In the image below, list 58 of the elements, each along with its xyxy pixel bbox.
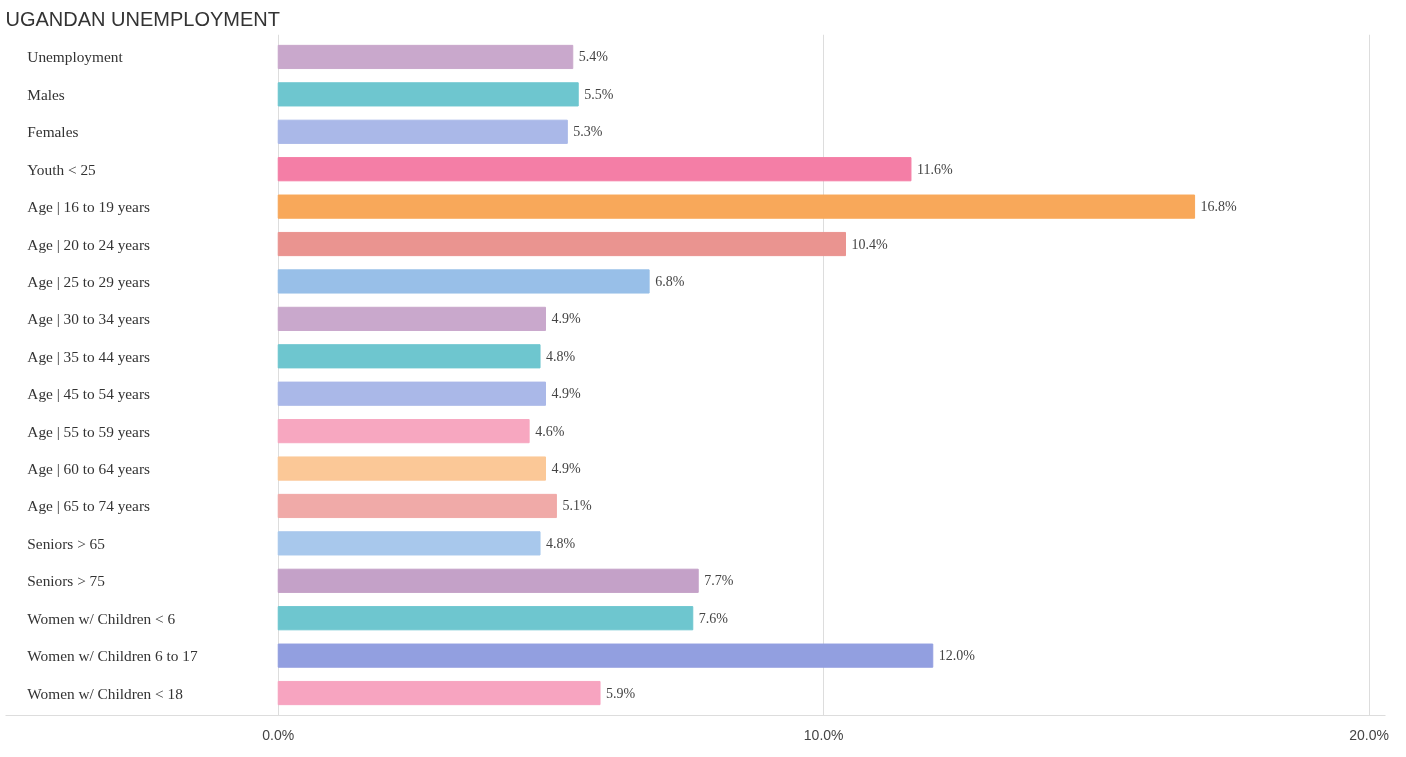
bar: [277, 456, 546, 481]
data-label: 4.6%: [535, 423, 565, 439]
bar: [277, 606, 694, 631]
y-tick-label: Age | 30 to 34 years: [27, 310, 151, 328]
y-tick-label: Age | 25 to 29 years: [27, 272, 151, 290]
bar: [277, 643, 934, 668]
x-tick-label: 0.0%: [262, 726, 295, 743]
bar: [277, 269, 650, 294]
y-tick-label: Women w/ Children 6 to 17: [27, 647, 198, 665]
y-tick-label: Age | 20 to 24 years: [27, 235, 151, 253]
bar: [277, 531, 541, 556]
x-tick-label: 20.0%: [1349, 726, 1389, 743]
y-tick-label: Age | 45 to 54 years: [27, 385, 151, 403]
data-label: 4.9%: [551, 311, 581, 327]
bar: [277, 119, 568, 144]
bar: [277, 680, 601, 706]
data-label: 11.6%: [916, 161, 953, 177]
y-tick-label: Unemployment: [27, 48, 124, 66]
data-label: 4.8%: [546, 535, 576, 551]
bar: [277, 381, 546, 406]
y-tick-label: Age | 16 to 19 years: [27, 198, 151, 216]
data-label: 4.9%: [551, 386, 581, 402]
bar: [277, 44, 574, 70]
data-label: 5.1%: [562, 498, 592, 514]
bar: [277, 344, 541, 369]
data-label: 5.5%: [584, 86, 614, 102]
bar: [277, 231, 846, 257]
data-label: 6.8%: [655, 273, 685, 289]
bar: [277, 194, 1196, 219]
bar: [277, 306, 546, 331]
data-label: 5.3%: [573, 124, 603, 140]
y-tick-label: Youth < 25: [27, 160, 97, 178]
bar: [277, 493, 557, 519]
y-tick-label: Seniors > 65: [27, 534, 106, 552]
data-label: 5.9%: [606, 685, 636, 701]
y-tick-label: Males: [27, 85, 65, 103]
bar: [277, 419, 530, 444]
y-tick-label: Seniors > 75: [27, 572, 106, 590]
y-tick-label: Women w/ Children < 18: [27, 684, 184, 702]
data-label: 16.8%: [1200, 199, 1238, 215]
bar: [277, 568, 699, 593]
y-tick-label: Age | 35 to 44 years: [27, 347, 151, 365]
data-label: 4.8%: [546, 348, 576, 364]
data-label: 5.4%: [578, 49, 609, 65]
data-label: 4.9%: [551, 461, 581, 477]
bar: [277, 157, 912, 182]
y-tick-label: Women w/ Children < 6: [27, 609, 176, 627]
x-tick-label: 10.0%: [803, 726, 844, 743]
data-label: 12.0%: [938, 648, 976, 664]
y-tick-label: Females: [27, 123, 79, 141]
bar: [277, 82, 579, 107]
chart-title: UGANDAN UNEMPLOYMENT: [5, 7, 280, 30]
data-label: 10.4%: [851, 236, 888, 252]
y-tick-label: Age | 60 to 64 years: [27, 460, 151, 478]
data-label: 7.7%: [704, 573, 734, 589]
y-tick-label: Age | 65 to 74 years: [27, 497, 151, 515]
data-label: 7.6%: [698, 610, 729, 626]
y-tick-label: Age | 55 to 59 years: [27, 422, 151, 440]
